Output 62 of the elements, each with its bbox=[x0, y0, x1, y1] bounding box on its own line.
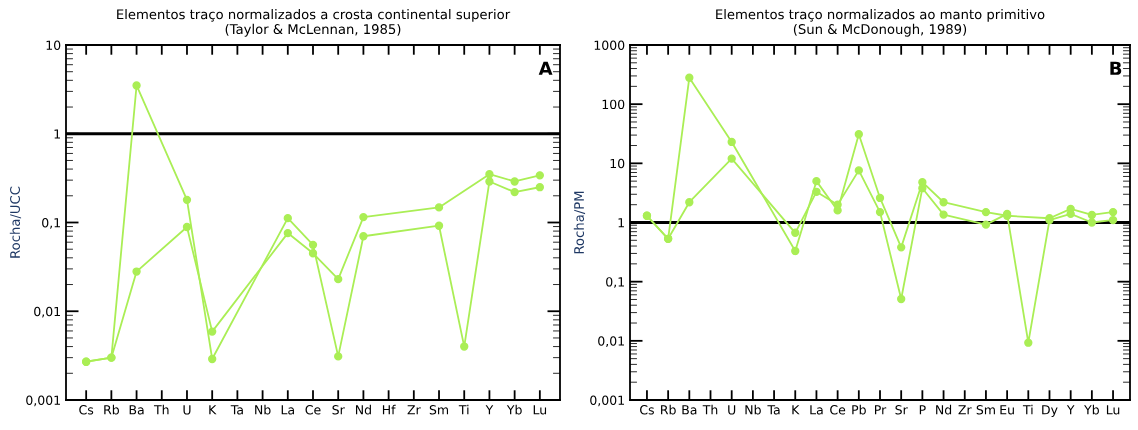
x-tick-label: Y bbox=[1066, 405, 1075, 415]
x-tick-label: Nd bbox=[355, 404, 371, 415]
x-tick-label: Nd bbox=[936, 404, 952, 415]
x-tick-label: Zr bbox=[958, 405, 972, 415]
x-tick-label: U bbox=[183, 405, 191, 415]
x-tick-label: Lu bbox=[533, 405, 547, 415]
x-tick-label: Cs bbox=[640, 405, 654, 415]
x-tick-label: Th bbox=[702, 404, 718, 415]
y-tick-label: 10 bbox=[610, 158, 625, 169]
x-tick-label: U bbox=[728, 405, 736, 415]
y-tick-label: 0,001 bbox=[590, 395, 624, 407]
x-tick-label: Ba bbox=[682, 405, 697, 415]
x-tick-label: Eu bbox=[1000, 405, 1014, 415]
chart-subtitle: (Taylor & McLennan, 1985) bbox=[225, 23, 401, 37]
x-tick-label: Ce bbox=[305, 405, 321, 415]
x-tick-label: Ti bbox=[1022, 404, 1033, 415]
y-tick-label: 0,01 bbox=[598, 336, 624, 348]
x-tick-label: Sm bbox=[976, 405, 995, 415]
x-tick-label: Hf bbox=[382, 404, 396, 415]
chart-subtitle: (Sun & McDonough, 1989) bbox=[793, 23, 967, 37]
y-axis-title: Rocha/UCC bbox=[9, 186, 22, 258]
x-tick-label: Ta bbox=[230, 405, 243, 415]
x-tick-label: Yb bbox=[506, 404, 522, 415]
x-tick-label: K bbox=[209, 405, 217, 415]
x-tick-label: Zr bbox=[407, 405, 421, 415]
annotation: A bbox=[538, 61, 553, 75]
x-tick-label: Pr bbox=[875, 405, 887, 415]
chart-title: Elementos traço normalizados a crosta continental superior bbox=[117, 9, 511, 22]
chart-title: Elementos traço normalizados ao manto primitivo bbox=[716, 9, 1045, 22]
x-tick-label: Sr bbox=[332, 405, 345, 415]
x-tick-label: Cs bbox=[79, 405, 94, 415]
x-tick-label: Th bbox=[153, 404, 169, 415]
x-tick-label: P bbox=[919, 405, 926, 415]
y-axis-title: Rocha/PM bbox=[573, 191, 586, 254]
x-tick-label: Ba bbox=[129, 405, 144, 415]
y-tick-label: 10 bbox=[46, 40, 61, 50]
y-tick-label: 100 bbox=[602, 99, 625, 110]
x-tick-label: Pb bbox=[852, 404, 866, 415]
x-tick-label: Dy bbox=[1042, 405, 1058, 417]
x-tick-label: La bbox=[281, 405, 294, 415]
x-tick-label: Ta bbox=[767, 405, 780, 415]
x-tick-label: Ce bbox=[830, 405, 846, 415]
x-tick-label: Nb bbox=[255, 404, 271, 415]
y-tick-label: 1 bbox=[618, 218, 624, 228]
y-tick-label: 0,01 bbox=[34, 306, 60, 318]
x-tick-label: Rb bbox=[661, 404, 676, 415]
x-tick-label: Y bbox=[485, 405, 494, 415]
x-tick-label: Nb bbox=[745, 404, 761, 415]
annotation: B bbox=[1110, 61, 1122, 75]
y-tick-label: 0,1 bbox=[606, 277, 624, 288]
x-tick-label: Lu bbox=[1106, 405, 1120, 415]
x-tick-label: Rb bbox=[104, 404, 119, 415]
x-tick-label: K bbox=[792, 405, 800, 415]
x-tick-label: La bbox=[810, 405, 823, 415]
x-tick-label: Sm bbox=[429, 405, 449, 415]
y-tick-label: 1 bbox=[54, 129, 60, 139]
y-tick-label: 1000 bbox=[594, 40, 625, 50]
y-tick-label: 0,1 bbox=[42, 217, 60, 229]
x-tick-label: Yb bbox=[1084, 404, 1099, 415]
x-tick-label: Ti bbox=[458, 404, 469, 415]
x-tick-label: Sr bbox=[895, 405, 908, 415]
y-tick-label: 0,001 bbox=[26, 395, 60, 407]
